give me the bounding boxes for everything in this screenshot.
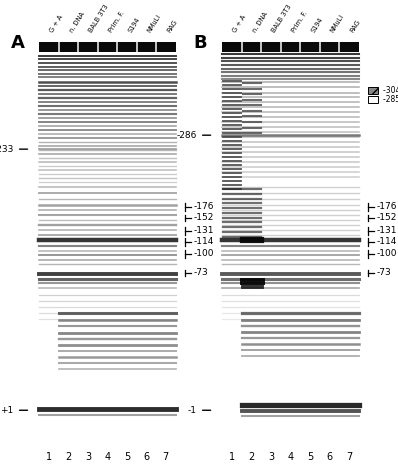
- Bar: [222, 42, 359, 52]
- Text: 3: 3: [85, 452, 91, 462]
- Text: -114: -114: [194, 237, 214, 246]
- Text: -114: -114: [377, 237, 397, 246]
- Text: S194: S194: [127, 16, 141, 34]
- Text: BALB 3T3: BALB 3T3: [88, 4, 110, 34]
- Text: 2: 2: [248, 452, 255, 462]
- Text: A: A: [11, 34, 25, 52]
- Text: -73: -73: [377, 268, 392, 277]
- Text: n. DNA: n. DNA: [252, 11, 269, 34]
- Bar: [368, 96, 378, 103]
- Text: 5: 5: [307, 452, 313, 462]
- Text: Prim. F.: Prim. F.: [107, 10, 125, 34]
- Text: 5: 5: [124, 452, 130, 462]
- Text: -73: -73: [194, 268, 209, 277]
- Bar: [39, 42, 176, 52]
- Text: 1: 1: [229, 452, 235, 462]
- Text: 7: 7: [163, 452, 169, 462]
- Text: -304 to -290: -304 to -290: [383, 86, 398, 95]
- Text: G + A: G + A: [232, 14, 248, 34]
- Text: RAG: RAG: [166, 19, 178, 34]
- Text: G + A: G + A: [49, 14, 64, 34]
- Text: 4: 4: [287, 452, 294, 462]
- Text: -100: -100: [194, 249, 214, 258]
- Text: -152: -152: [377, 213, 397, 222]
- Text: NMuLi: NMuLi: [330, 13, 345, 34]
- Text: -285 to -258: -285 to -258: [383, 95, 398, 104]
- Text: RAG: RAG: [349, 19, 361, 34]
- Text: -131: -131: [377, 227, 397, 235]
- Text: -176: -176: [377, 203, 397, 212]
- Text: 1: 1: [46, 452, 52, 462]
- Bar: [368, 87, 378, 94]
- Text: B: B: [194, 34, 207, 52]
- Text: NMuLi: NMuLi: [146, 13, 162, 34]
- Text: BALB 3T3: BALB 3T3: [271, 4, 293, 34]
- Text: +1: +1: [0, 406, 14, 415]
- Text: -131: -131: [194, 227, 214, 235]
- Text: -1: -1: [188, 406, 197, 415]
- Text: S194: S194: [310, 16, 324, 34]
- Text: -286: -286: [176, 131, 197, 140]
- Text: -233: -233: [0, 144, 14, 154]
- Text: 7: 7: [346, 452, 352, 462]
- Text: 6: 6: [326, 452, 332, 462]
- Text: -100: -100: [377, 249, 397, 258]
- Text: 4: 4: [104, 452, 111, 462]
- Text: 3: 3: [268, 452, 274, 462]
- Text: n. DNA: n. DNA: [68, 11, 86, 34]
- Text: Prim. F.: Prim. F.: [291, 10, 308, 34]
- Text: 6: 6: [143, 452, 149, 462]
- Text: 2: 2: [65, 452, 72, 462]
- Text: -176: -176: [194, 203, 214, 212]
- Text: -152: -152: [194, 213, 214, 222]
